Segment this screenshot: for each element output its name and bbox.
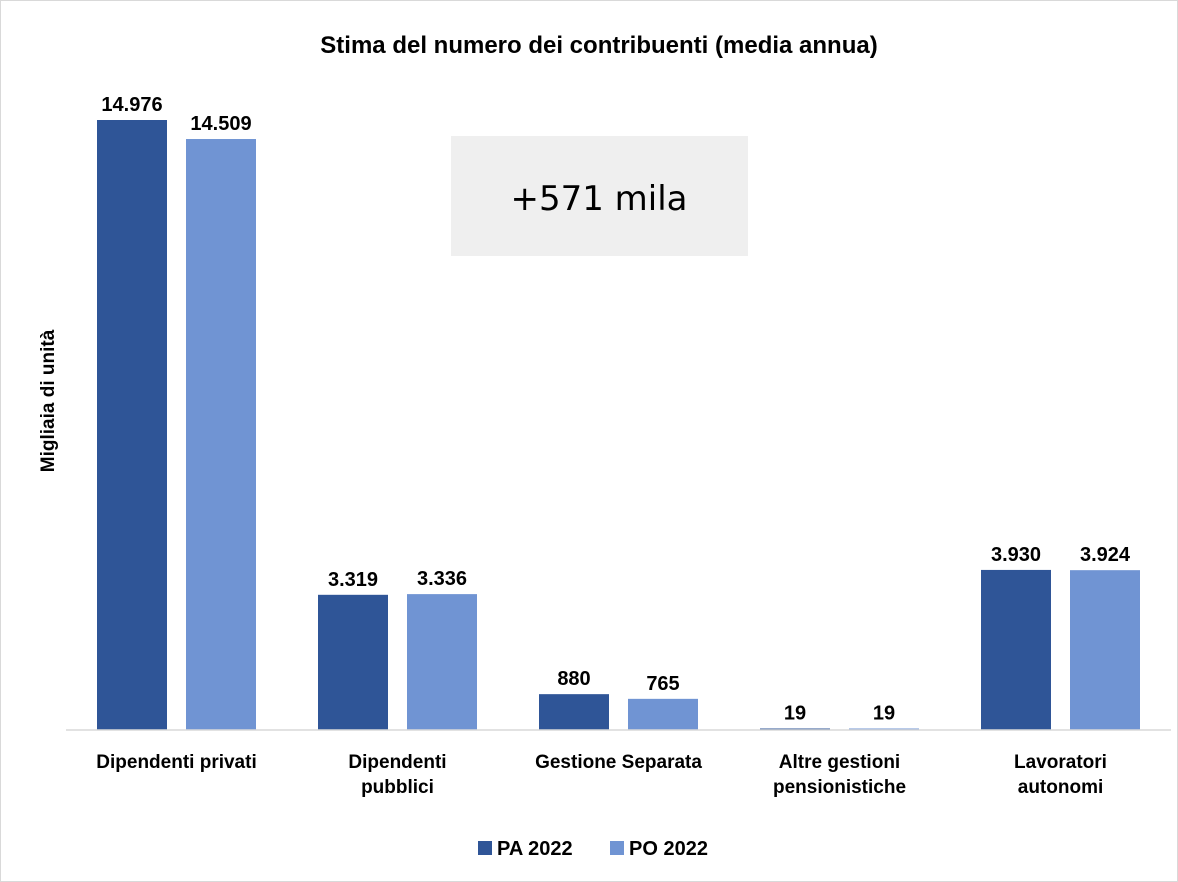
data-label-pa-2022-lavoratori-autonomi: 3.930 (991, 544, 1041, 566)
category-label-dipendenti-privati: Dipendenti privati (96, 752, 256, 773)
bar-pa-2022-dipendenti-pubblici (318, 594, 388, 730)
bar-pa-2022-lavoratori-autonomi (981, 569, 1051, 730)
legend-swatch-po-2022 (610, 841, 624, 855)
category-label-dipendenti-pubblici-line-2: pubblici (361, 777, 434, 798)
legend-label-pa-2022: PA 2022 (497, 838, 573, 860)
category-label-gestione-separata: Gestione Separata (535, 752, 702, 773)
category-label-altre-gestioni-pensionistiche-line-1: Altre gestioni (779, 752, 900, 773)
bar-pa-2022-gestione-separata (539, 694, 609, 730)
category-label-lavoratori-autonomi-line-1: Lavoratori (1014, 752, 1107, 773)
data-label-po-2022-altre-gestioni-pensionistiche: 19 (873, 703, 895, 725)
data-label-po-2022-gestione-separata: 765 (646, 673, 679, 695)
annotation-box: +571 mila (451, 136, 748, 256)
data-label-pa-2022-gestione-separata: 880 (557, 668, 590, 690)
category-label-dipendenti-pubblici-line-1: Dipendenti (348, 752, 446, 773)
category-label-lavoratori-autonomi-line-2: autonomi (1018, 777, 1104, 798)
data-label-po-2022-dipendenti-pubblici: 3.336 (417, 568, 467, 590)
data-label-po-2022-lavoratori-autonomi: 3.924 (1080, 544, 1131, 566)
annotation-text: +571 mila (510, 179, 687, 219)
data-label-po-2022-dipendenti-privati: 14.509 (190, 113, 251, 135)
legend-swatch-pa-2022 (478, 841, 492, 855)
bar-po-2022-gestione-separata (628, 698, 698, 730)
y-axis-label: Migliaia di unità (38, 329, 59, 472)
legend-label-po-2022: PO 2022 (629, 838, 708, 860)
data-label-pa-2022-dipendenti-privati: 14.976 (101, 94, 162, 116)
data-label-pa-2022-altre-gestioni-pensionistiche: 19 (784, 703, 806, 725)
bar-po-2022-dipendenti-pubblici (407, 594, 477, 730)
category-label-altre-gestioni-pensionistiche-line-2: pensionistiche (773, 777, 906, 798)
annotation-background (451, 136, 748, 256)
bar-po-2022-dipendenti-privati (186, 139, 256, 730)
bar-pa-2022-dipendenti-privati (97, 120, 167, 730)
chart-title: Stima del numero dei contribuenti (media… (320, 32, 877, 59)
bar-po-2022-lavoratori-autonomi (1070, 570, 1140, 730)
data-label-pa-2022-dipendenti-pubblici: 3.319 (328, 569, 378, 591)
